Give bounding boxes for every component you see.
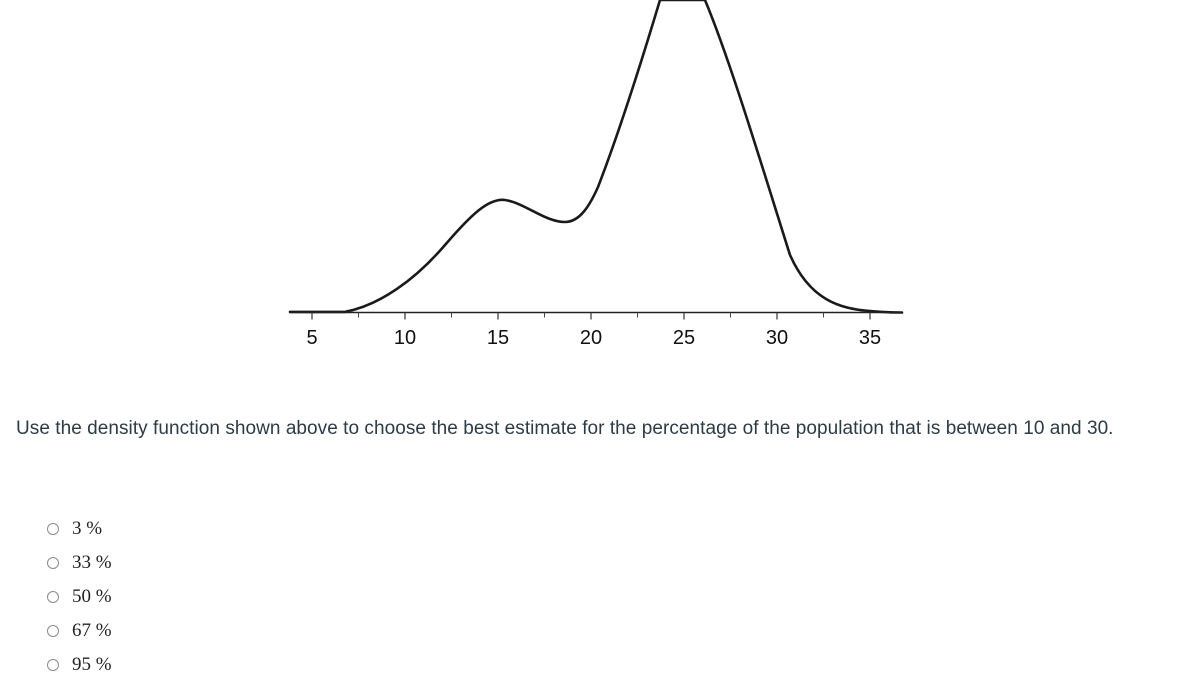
answer-label: 95 % <box>72 654 112 675</box>
answer-label: 67 % <box>72 620 112 641</box>
answer-label: 33 % <box>72 552 112 573</box>
density-curve <box>288 0 904 314</box>
radio-button[interactable] <box>47 557 59 569</box>
answer-label: 50 % <box>72 586 112 607</box>
x-tick-label: 35 <box>859 327 881 349</box>
density-chart: 5 10 15 20 25 30 35 <box>288 0 904 349</box>
answer-label: 3 % <box>72 518 103 539</box>
answer-option-1[interactable]: 3 % <box>47 512 112 546</box>
x-tick-label: 10 <box>394 327 416 349</box>
answer-option-5[interactable]: 95 % <box>47 648 112 682</box>
question-text: Use the density function shown above to … <box>16 418 1114 439</box>
radio-button[interactable] <box>47 591 59 603</box>
x-tick-label: 30 <box>766 327 788 349</box>
radio-button[interactable] <box>47 523 59 535</box>
answer-option-3[interactable]: 50 % <box>47 580 112 614</box>
x-tick-label: 15 <box>487 327 509 349</box>
answer-options: 3 % 33 % 50 % 67 % 95 % <box>47 512 112 682</box>
answer-option-4[interactable]: 67 % <box>47 614 112 648</box>
answer-option-2[interactable]: 33 % <box>47 546 112 580</box>
radio-button[interactable] <box>47 625 59 637</box>
x-tick-label: 25 <box>673 327 695 349</box>
x-tick-label: 5 <box>306 327 317 349</box>
x-tick-label: 20 <box>580 327 602 349</box>
radio-button[interactable] <box>47 659 59 671</box>
